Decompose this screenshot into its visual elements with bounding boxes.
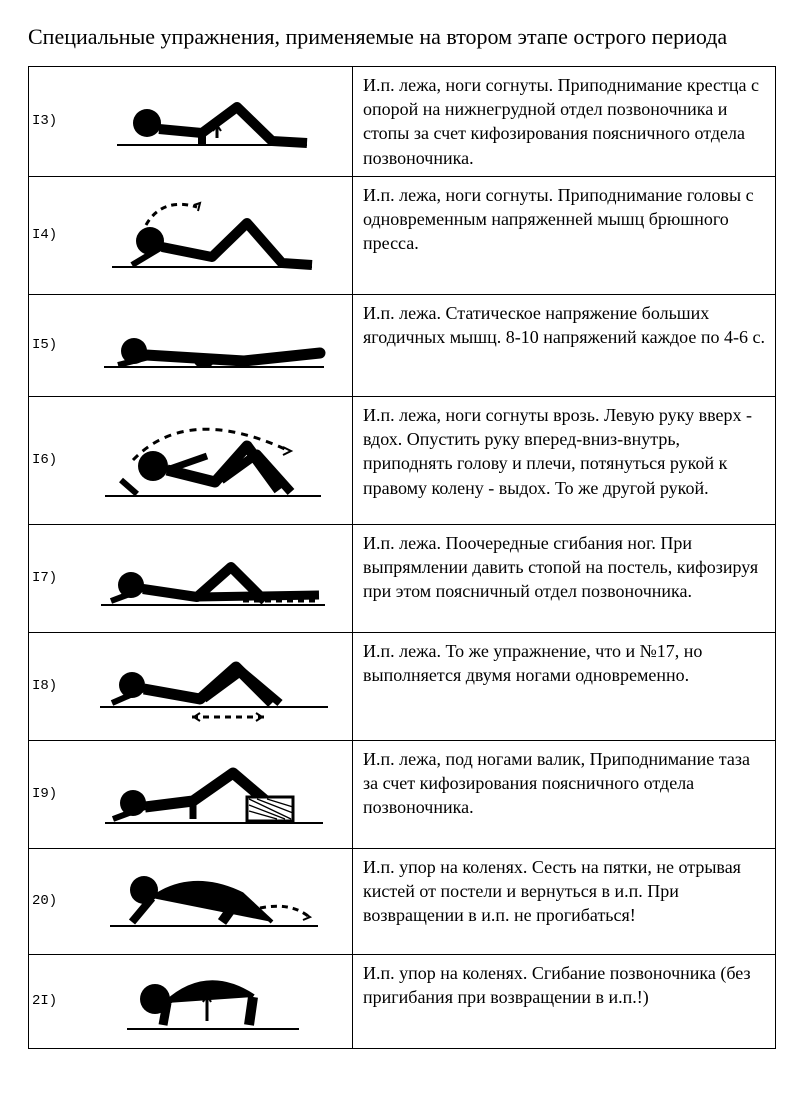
exercise-figure — [73, 294, 353, 396]
exercise-figure — [73, 524, 353, 632]
exercise-table: I3) И.п. лежа, ноги согнуты. Приподниман… — [28, 66, 776, 1049]
exercise-description: И.п. лежа. Статическое напряжение больши… — [353, 294, 776, 396]
exercise-figure — [73, 954, 353, 1048]
exercise-number: 20) — [29, 848, 73, 954]
table-row: I5) И.п. лежа. Статическое напряжение бо… — [29, 294, 776, 396]
table-row: I3) И.п. лежа, ноги согнуты. Приподниман… — [29, 66, 776, 176]
exercise-figure — [73, 740, 353, 848]
exercise-figure — [73, 66, 353, 176]
exercise-number: I8) — [29, 632, 73, 740]
table-row: 20) И.п. упор на коленях. Сесть на пятки… — [29, 848, 776, 954]
exercise-description: И.п. упор на коленях. Сгибание позвоночн… — [353, 954, 776, 1048]
page-title: Специальные упражнения, применяемые на в… — [28, 22, 776, 52]
exercise-description: И.п. лежа, ноги согнуты. Приподнимание к… — [353, 66, 776, 176]
exercise-figure — [73, 176, 353, 294]
exercise-description: И.п. лежа, ноги согнуты. Приподнимание г… — [353, 176, 776, 294]
exercise-number: I5) — [29, 294, 73, 396]
table-row: I7) И.п. лежа. Поочередные сгибания ног.… — [29, 524, 776, 632]
exercise-number: I6) — [29, 396, 73, 524]
exercise-description: И.п. упор на коленях. Сесть на пятки, не… — [353, 848, 776, 954]
table-row: I4) И.п. лежа, ноги согнуты. Приподниман… — [29, 176, 776, 294]
exercise-figure — [73, 396, 353, 524]
exercise-figure — [73, 632, 353, 740]
exercise-figure — [73, 848, 353, 954]
table-row: I9) И.п. лежа, под ногами валик, Приподн… — [29, 740, 776, 848]
exercise-description: И.п. лежа, ноги согнуты врозь. Левую рук… — [353, 396, 776, 524]
exercise-number: I7) — [29, 524, 73, 632]
exercise-description: И.п. лежа. То же упражнение, что и №17, … — [353, 632, 776, 740]
table-row: I8) И.п. лежа. То же упражнение, что и №… — [29, 632, 776, 740]
exercise-number: I3) — [29, 66, 73, 176]
table-row: 2I) И.п. упор на коленях. Сгибание позво… — [29, 954, 776, 1048]
exercise-number: I4) — [29, 176, 73, 294]
exercise-number: 2I) — [29, 954, 73, 1048]
table-row: I6) И.п. лежа, ноги согнуты врозь. Левую… — [29, 396, 776, 524]
exercise-number: I9) — [29, 740, 73, 848]
exercise-description: И.п. лежа, под ногами валик, Приподниман… — [353, 740, 776, 848]
exercise-description: И.п. лежа. Поочередные сгибания ног. При… — [353, 524, 776, 632]
